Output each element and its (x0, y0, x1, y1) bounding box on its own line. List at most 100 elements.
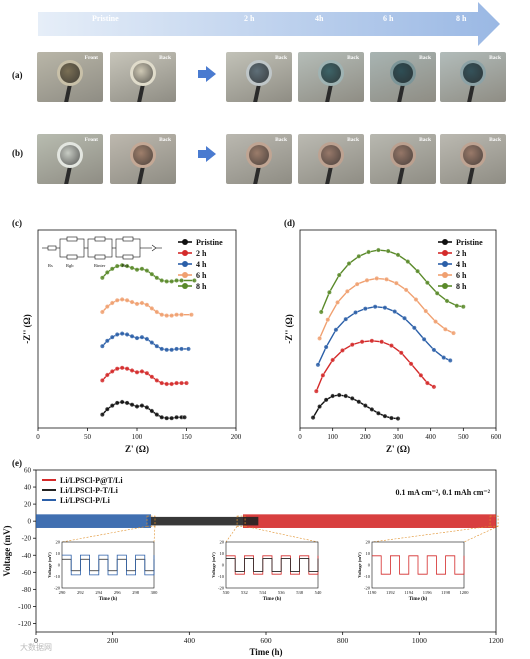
data-point (99, 343, 105, 349)
data-point (149, 271, 155, 277)
inset-y-tick-label: 20 (366, 540, 371, 545)
data-point (362, 306, 368, 312)
data-point (330, 357, 336, 363)
sample-photo: Back (110, 134, 176, 184)
tweezer-rod (252, 165, 261, 184)
x-tick-label: 50 (84, 433, 92, 441)
x-tick-label: 400 (184, 636, 196, 645)
x-tick-label: 0 (36, 433, 40, 441)
pellet-face (393, 63, 413, 83)
data-point (376, 410, 381, 416)
pellet-face (60, 63, 80, 83)
data-point (405, 259, 411, 264)
data-point (323, 397, 329, 403)
timeline-label-4h: 4h (315, 14, 324, 23)
inset-x-tick-label: 294 (95, 590, 103, 595)
zoom-box (489, 515, 499, 527)
data-point (379, 339, 385, 345)
data-point (134, 369, 140, 375)
data-point (109, 403, 115, 409)
inset-plot: 530 532 534 536 538 540 20 10 0 -10 -20 Time (h) Vol… (211, 515, 322, 602)
cycling-band (147, 516, 259, 526)
data-point (364, 277, 370, 283)
inset-y-tick-label: -10 (218, 574, 225, 579)
data-point (415, 268, 421, 274)
x-tick-label: 1200 (489, 636, 504, 645)
data-point (393, 280, 399, 286)
resistor (47, 245, 57, 251)
photo-label: Back (419, 55, 431, 61)
data-point (317, 404, 322, 409)
circuit-label: Rs (48, 263, 53, 268)
tweezer-rod (396, 165, 405, 184)
data-point (418, 372, 424, 378)
inset-y-tick-label: 10 (366, 551, 371, 556)
legend-label: Li/LPSCl-P-T/Li (60, 486, 119, 495)
data-point (154, 275, 160, 281)
inset-y-tick-label: 20 (56, 540, 61, 545)
y-tick-label: 20 (24, 501, 32, 509)
inset-x-tick-label: 1192 (386, 590, 395, 595)
data-point (310, 415, 316, 421)
legend-marker (182, 261, 188, 267)
data-point (144, 268, 150, 273)
data-point (336, 272, 342, 278)
data-point (385, 248, 391, 254)
resistor (66, 254, 78, 260)
pellet-face (60, 145, 80, 165)
panel-label-d: (d) (284, 218, 295, 228)
data-point (169, 415, 175, 421)
tweezer-rod (396, 83, 405, 102)
inset-x-tick-label: 536 (278, 590, 286, 595)
tweezer-rod (252, 83, 261, 102)
legend-marker (182, 250, 188, 256)
photo-label: Front (84, 137, 98, 143)
resistor (94, 254, 106, 260)
data-point (134, 301, 140, 307)
sample-photo: Front (37, 52, 103, 102)
pellet-disc (390, 60, 416, 86)
data-point (104, 372, 110, 378)
inset-y-tick-label: 20 (220, 540, 225, 545)
photo-label: Back (419, 137, 431, 143)
x-tick-label: 100 (132, 433, 143, 441)
inset-x-tick-label: 1194 (404, 590, 414, 595)
zoom-guide (463, 526, 499, 543)
data-point (114, 366, 120, 372)
sample-photo: Back (370, 52, 436, 102)
data-point (451, 330, 456, 336)
data-point (444, 298, 450, 304)
data-point (325, 317, 331, 323)
data-point (330, 393, 336, 399)
series-4h (99, 331, 191, 353)
circuit-label: Rinter (94, 263, 106, 268)
data-point (186, 346, 191, 352)
y-tick-label: -40 (22, 552, 32, 560)
panel-label-b: (b) (12, 148, 23, 158)
legend-marker (442, 250, 448, 256)
pellet-disc (57, 142, 83, 168)
data-point (154, 309, 160, 315)
series-2h (313, 338, 437, 394)
x-tick-label: 1000 (412, 636, 427, 645)
x-axis-label: Z' (Ω) (125, 444, 149, 454)
pellet-face (249, 63, 269, 83)
inset-x-tick-label: 1190 (368, 590, 378, 595)
series-4h (315, 304, 453, 368)
timeline-label-6h: 6 h (383, 14, 394, 23)
rc-block (115, 238, 141, 258)
timeline-label-8h: 8 h (456, 14, 467, 23)
y-tick-label: 60 (24, 467, 32, 475)
data-point (408, 361, 414, 367)
data-point (119, 331, 125, 337)
data-point (174, 380, 180, 386)
data-point (139, 403, 145, 409)
data-point (114, 297, 120, 303)
data-point (395, 416, 401, 421)
data-point (376, 247, 381, 253)
y-tick-label: -100 (18, 603, 31, 611)
data-point (174, 414, 180, 420)
data-point (424, 280, 430, 286)
y-tick-label: 40 (24, 484, 32, 492)
panel-label-c: (c) (12, 218, 22, 228)
